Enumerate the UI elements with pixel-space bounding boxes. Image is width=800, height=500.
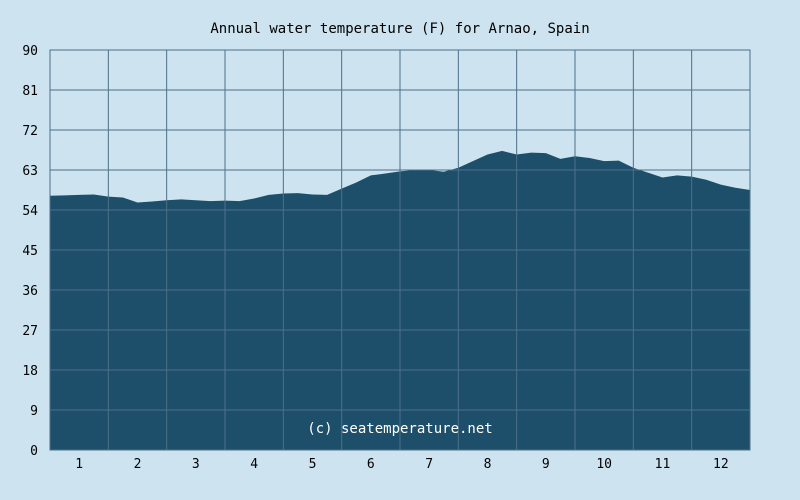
- x-tick-label: 10: [596, 457, 612, 472]
- x-tick-label: 7: [425, 457, 433, 472]
- x-tick-label: 12: [713, 457, 729, 472]
- y-tick-label: 81: [22, 84, 38, 99]
- x-tick-label: 11: [655, 457, 671, 472]
- x-tick-label: 6: [367, 457, 375, 472]
- y-tick-label: 90: [22, 44, 38, 59]
- x-tick-label: 5: [309, 457, 317, 472]
- y-tick-label: 54: [22, 204, 38, 219]
- y-tick-label: 63: [22, 164, 38, 179]
- watermark-text: (c) seatemperature.net: [307, 421, 492, 437]
- x-tick-label: 1: [75, 457, 83, 472]
- x-tick-label: 8: [484, 457, 492, 472]
- x-tick-label: 3: [192, 457, 200, 472]
- y-tick-label: 0: [30, 444, 38, 459]
- x-tick-label: 2: [134, 457, 142, 472]
- x-tick-label: 9: [542, 457, 550, 472]
- x-tick-label: 4: [250, 457, 258, 472]
- y-tick-label: 36: [22, 284, 38, 299]
- y-tick-label: 18: [22, 364, 38, 379]
- y-tick-label: 45: [22, 244, 38, 259]
- chart-title: Annual water temperature (F) for Arnao, …: [210, 21, 589, 37]
- y-tick-label: 72: [22, 124, 38, 139]
- y-tick-label: 27: [22, 324, 38, 339]
- plot-border: [49, 49, 751, 451]
- y-tick-label: 9: [30, 404, 38, 419]
